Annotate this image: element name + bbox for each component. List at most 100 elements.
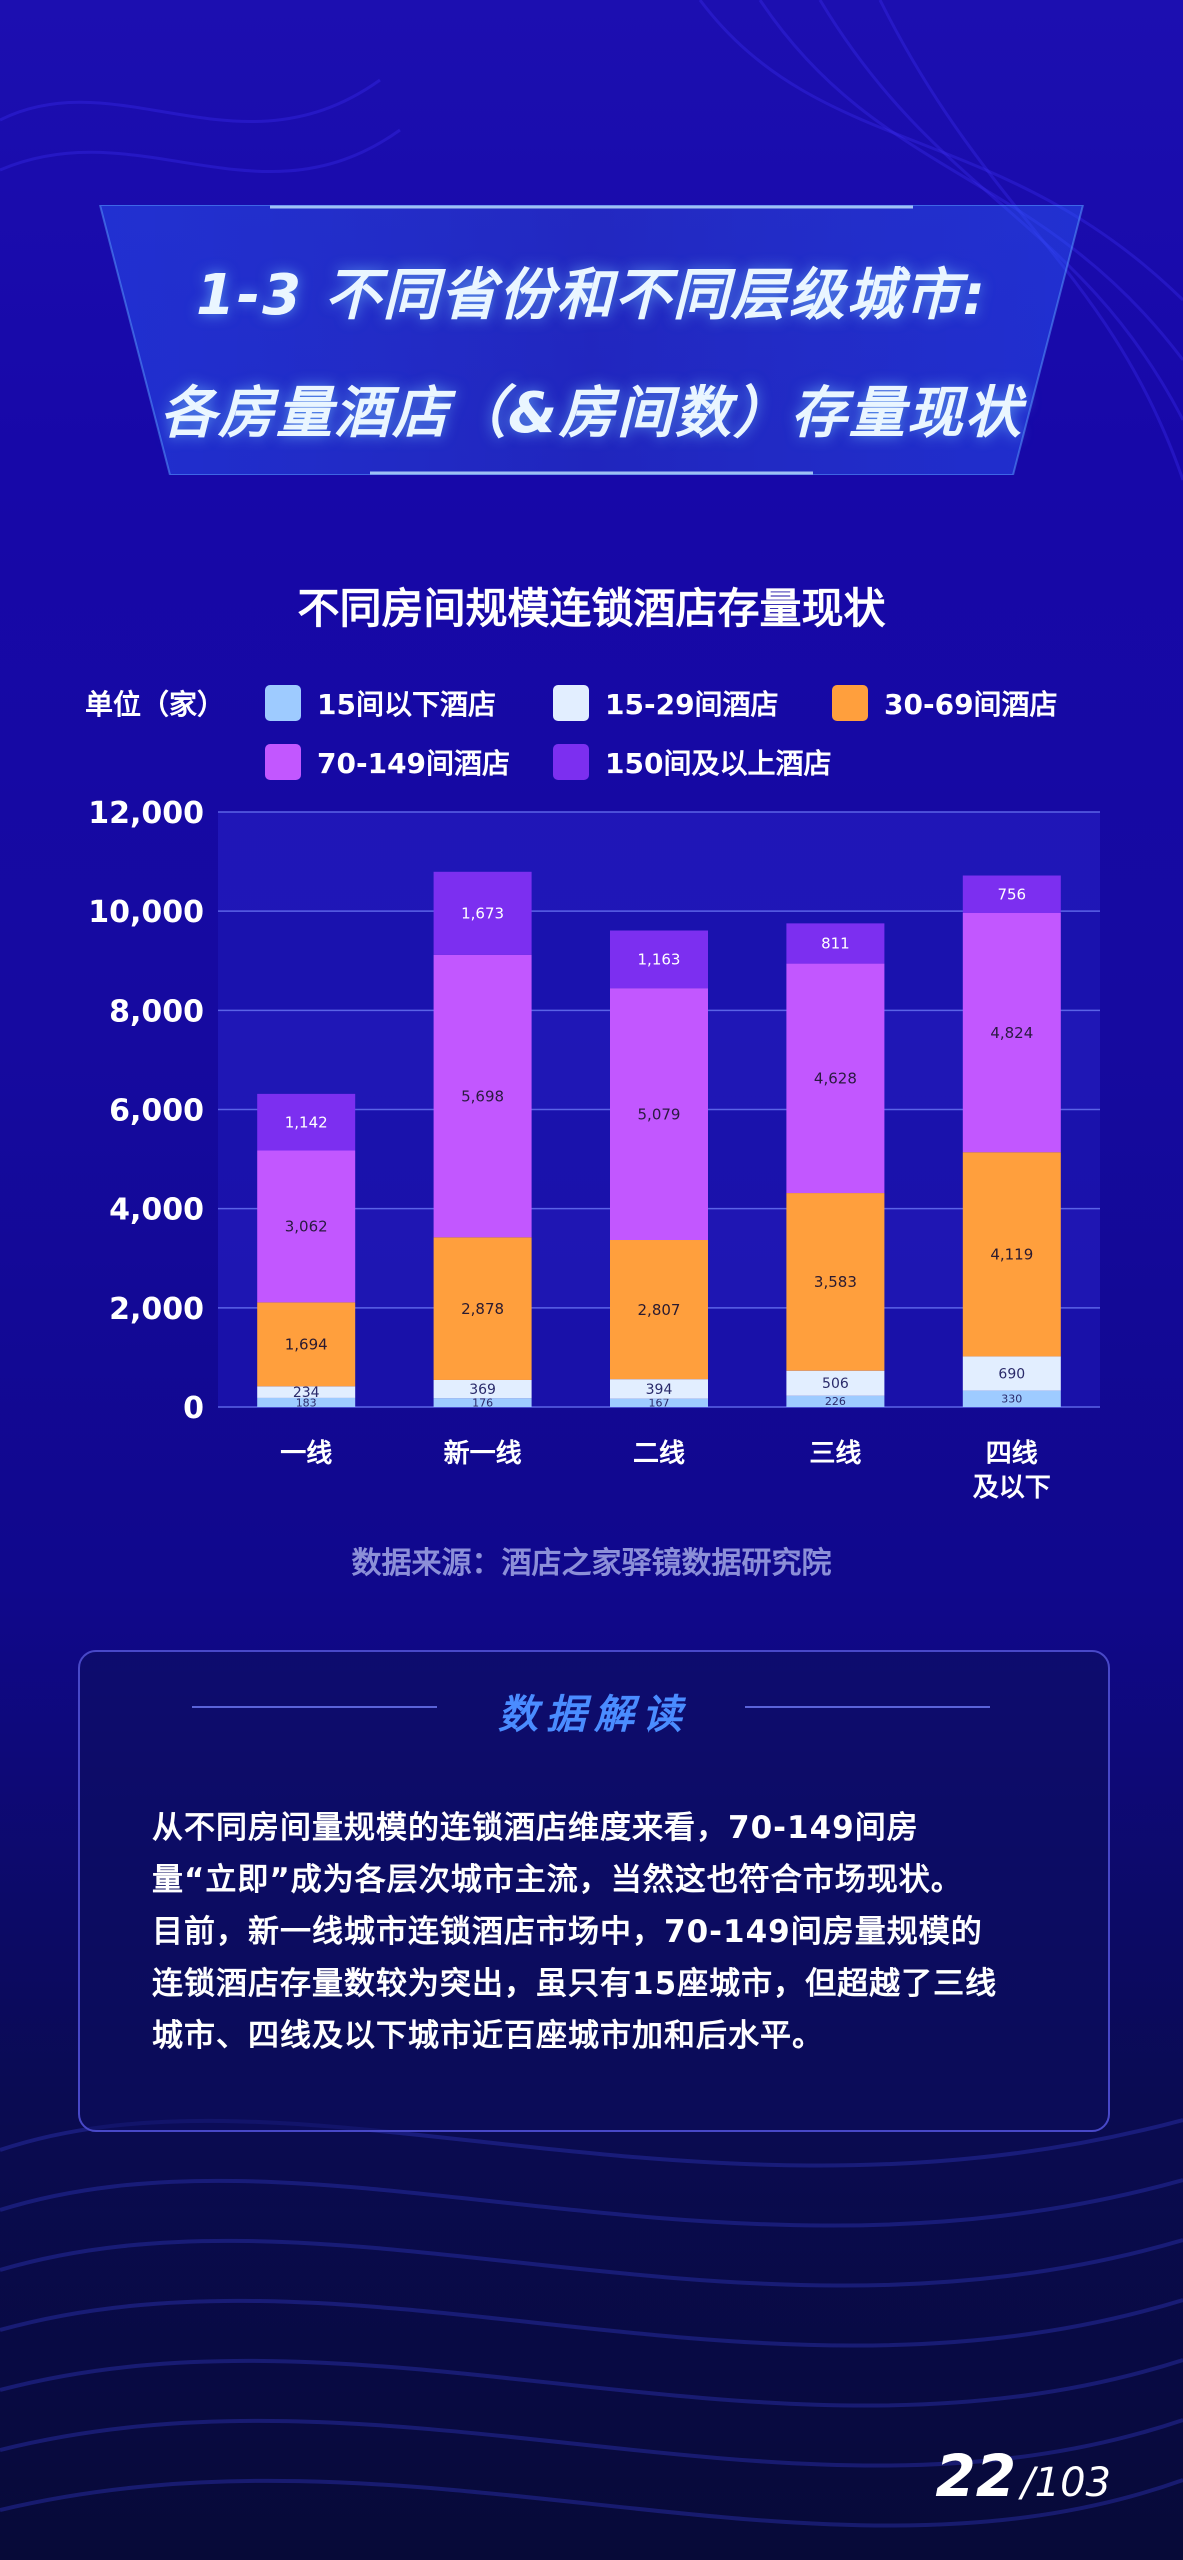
legend-item-15-29: 15-29间酒店	[553, 683, 779, 723]
data-label: 756	[997, 886, 1026, 904]
panel-divider-left	[192, 1706, 437, 1708]
data-label: 811	[821, 935, 850, 953]
page-number: 22 /103	[935, 2442, 1111, 2510]
page-total: /103	[1021, 2460, 1111, 2506]
data-label: 1,694	[285, 1336, 328, 1354]
legend-swatch	[553, 744, 589, 780]
data-label: 4,628	[814, 1070, 857, 1088]
page-current: 22	[935, 2442, 1017, 2510]
panel-text: 从不同房间量规模的连锁酒店维度来看，70-149间房 量“立即”成为各层次城市主…	[152, 1802, 1042, 2062]
panel-title: 数据解读	[498, 1692, 690, 1738]
bar-segment	[433, 954, 532, 1238]
panel-text-line: 连锁酒店存量数较为突出，虽只有15座城市，但超越了三线	[152, 1966, 998, 2002]
bar-segment	[610, 1398, 708, 1407]
y-tick-label: 10,000	[88, 895, 204, 930]
chart-title: 不同房间规模连锁酒店存量现状	[297, 584, 886, 633]
data-label: 4,824	[990, 1024, 1033, 1042]
legend-item-30-69: 30-69间酒店	[832, 683, 1058, 723]
title-banner	[98, 205, 1085, 475]
data-label: 176	[472, 1396, 493, 1409]
bar-segment	[433, 1379, 532, 1399]
bar-segment	[257, 1397, 356, 1407]
page-title-line2: 各房量酒店（&房间数）存量现状	[160, 381, 1023, 446]
data-label: 330	[1001, 1393, 1022, 1406]
grid-band	[218, 812, 1100, 912]
data-label: 690	[998, 1366, 1025, 1382]
bar-segment	[786, 1193, 885, 1371]
legend-label: 30-69间酒店	[884, 688, 1058, 721]
bar-segment	[786, 1370, 885, 1396]
x-tick-label: 四线	[986, 1439, 1038, 1469]
panel-text-line: 城市、四线及以下城市近百座城市加和后水平。	[152, 2018, 824, 2054]
x-tick-label: 及以下	[973, 1473, 1051, 1503]
data-label: 5,079	[638, 1105, 681, 1123]
x-tick-label: 新一线	[444, 1438, 522, 1469]
interpretation-panel: 数据解读 从不同房间量规模的连锁酒店维度来看，70-149间房 量“立即”成为各…	[78, 1650, 1110, 2132]
bar-segment	[786, 923, 885, 964]
bar-segment	[433, 871, 532, 955]
y-tick-label: 2,000	[109, 1292, 204, 1327]
legend-label: 150间及以上酒店	[605, 747, 832, 780]
data-source: 数据来源：酒店之家驿镜数据研究院	[351, 1546, 832, 1581]
legend-item-70-149: 70-149间酒店	[265, 742, 510, 782]
data-label: 226	[825, 1395, 846, 1408]
bar-segment	[257, 1386, 356, 1398]
bar-segment	[257, 1302, 356, 1387]
legend-unit: 单位（家）	[85, 688, 226, 721]
x-tick-label: 一线	[280, 1439, 332, 1469]
legend-label: 70-149间酒店	[317, 747, 511, 780]
bar-segment	[962, 913, 1061, 1153]
data-label: 4,119	[990, 1246, 1033, 1264]
data-label: 394	[646, 1382, 673, 1398]
legend-item-under15: 15间以下酒店	[265, 683, 496, 723]
legend-label: 15间以下酒店	[317, 688, 496, 721]
bar-segment	[433, 1398, 532, 1407]
data-label: 1,673	[461, 905, 504, 923]
panel-text-line: 目前，新一线城市连锁酒店市场中，70-149间房量规模的	[152, 1914, 983, 1950]
legend-swatch	[553, 685, 589, 721]
legend-swatch	[265, 744, 301, 780]
x-tick-label: 二线	[633, 1439, 685, 1469]
data-label: 234	[293, 1385, 320, 1401]
bar-segment	[257, 1150, 356, 1303]
panel-text-line: 从不同房间量规模的连锁酒店维度来看，70-149间房	[152, 1810, 919, 1846]
y-tick-label: 4,000	[109, 1193, 204, 1228]
data-label: 183	[296, 1396, 317, 1409]
bar-segment	[786, 963, 885, 1194]
data-label: 2,878	[461, 1300, 504, 1318]
y-tick-label: 12,000	[88, 796, 204, 831]
data-label: 2,807	[638, 1301, 681, 1319]
data-label: 1,163	[638, 951, 681, 969]
bar-segment	[962, 1356, 1061, 1391]
bar-segment	[610, 988, 708, 1241]
bar-segment	[610, 1379, 708, 1399]
bar-segment	[786, 1395, 885, 1407]
page-title-line1: 1-3 不同省份和不同层级城市:	[195, 263, 988, 328]
y-tick-label: 0	[183, 1391, 204, 1426]
y-tick-label: 6,000	[109, 1094, 204, 1129]
bar-segment	[257, 1093, 356, 1151]
bar-segment	[962, 1390, 1061, 1407]
data-label: 506	[822, 1376, 849, 1392]
data-label: 3,062	[285, 1218, 328, 1236]
bar-segment	[962, 1152, 1061, 1357]
x-tick-label: 三线	[809, 1439, 861, 1469]
panel-text-line: 量“立即”成为各层次城市主流，当然这也符合市场现状。	[152, 1862, 963, 1898]
legend-label: 15-29间酒店	[605, 688, 779, 721]
bar-segment	[962, 875, 1061, 914]
bar-segment	[433, 1237, 532, 1380]
panel-divider-right	[745, 1706, 990, 1708]
data-label: 167	[649, 1397, 670, 1410]
data-label: 5,698	[461, 1087, 504, 1105]
legend-item-150plus: 150间及以上酒店	[553, 742, 831, 782]
legend-swatch	[832, 685, 868, 721]
bar-segment	[610, 1240, 708, 1380]
data-label: 3,583	[814, 1273, 857, 1291]
data-label: 369	[469, 1382, 496, 1398]
data-label: 1,142	[285, 1113, 328, 1131]
legend-swatch	[265, 685, 301, 721]
panel-header: 数据解读	[80, 1682, 1108, 1738]
y-tick-label: 8,000	[109, 994, 204, 1029]
bar-segment	[610, 930, 708, 989]
